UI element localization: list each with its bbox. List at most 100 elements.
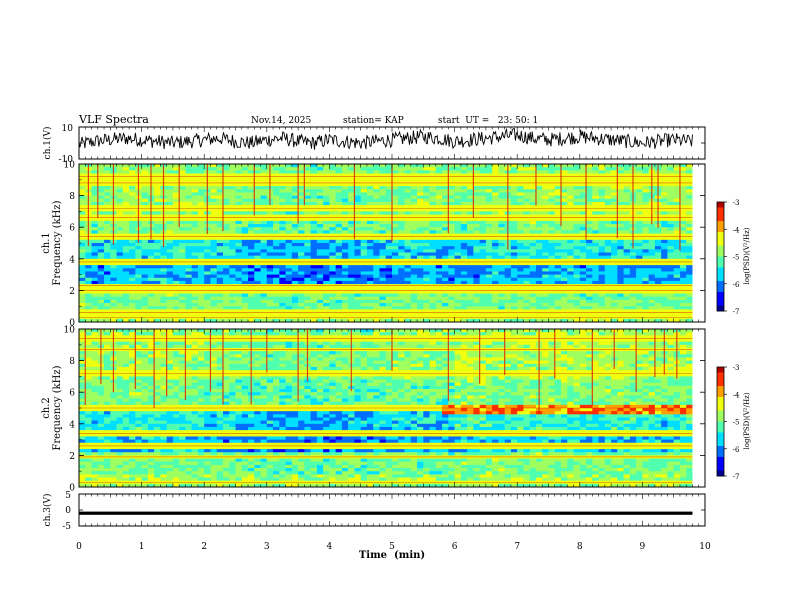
spectrogram-cell: [179, 233, 186, 238]
spectrogram-cell: [392, 233, 399, 238]
spectrogram-cell: [273, 164, 280, 168]
spectrogram-cell: [554, 176, 562, 181]
spectrogram-cell: [185, 261, 193, 266]
spectrogram-cell: [204, 296, 211, 301]
spectrogram-cell: [172, 299, 180, 304]
spectrogram-cell: [611, 192, 618, 196]
spectrogram-cell: [366, 205, 374, 209]
spectrogram-cell: [598, 214, 606, 219]
spectrogram-cell: [85, 280, 92, 285]
spectrogram-cell: [166, 198, 174, 203]
spectrogram-cell: [216, 192, 224, 196]
spectrogram-cell: [673, 220, 681, 225]
spectrogram-cell: [385, 318, 393, 323]
spectrogram-cell: [298, 280, 305, 285]
spectrogram-cell: [216, 167, 224, 171]
spectrogram-cell: [216, 243, 224, 247]
spectrogram-cell: [166, 312, 174, 317]
spectrogram-cell: [648, 318, 656, 323]
spectrogram-cell: [266, 255, 274, 260]
spectrogram-cell: [116, 258, 124, 263]
spectrogram-cell: [166, 318, 174, 323]
spectrogram-cell: [617, 309, 625, 313]
spectrogram-cell: [435, 217, 443, 222]
spectrogram-cell: [479, 287, 487, 291]
spectrogram-cell: [373, 258, 380, 263]
spectrogram-cell: [210, 198, 218, 203]
spectrogram-cell: [291, 290, 299, 294]
spectrogram-cell: [348, 277, 355, 282]
spectrogram-cell: [116, 164, 124, 168]
spectrogram-cell: [360, 176, 368, 181]
spectrogram-cell: [222, 258, 230, 263]
spectrogram-cell: [129, 293, 136, 298]
spectrogram-cell: [598, 205, 606, 209]
spectrogram-cell: [348, 261, 355, 266]
spectrogram-cell: [310, 252, 318, 257]
spectrogram-cell: [404, 249, 412, 253]
spectrogram-cell: [329, 189, 337, 193]
spectrogram-cell: [654, 293, 662, 298]
spectrogram-cell: [110, 252, 117, 257]
spectrogram-cell: [248, 271, 255, 275]
spectrogram-cell: [279, 227, 286, 231]
spectrogram-cell: [197, 255, 205, 260]
spectrogram-cell: [316, 192, 324, 196]
spectrogram-cell: [510, 201, 518, 206]
spectrogram-cell: [97, 280, 105, 285]
spectrogram-cell: [648, 274, 656, 279]
spectrogram-cell: [179, 208, 186, 212]
spectrogram-cell: [623, 290, 631, 294]
spectrogram-cell: [129, 167, 136, 171]
spectrogram-cell: [410, 280, 418, 285]
spectrogram-cell: [129, 255, 136, 260]
spectrogram-cell: [410, 293, 418, 298]
spectrogram-cell: [598, 186, 606, 190]
spectrogram-cell: [404, 189, 412, 193]
spectrogram-cell: [423, 280, 430, 285]
spectrogram-cell: [454, 189, 462, 193]
spectrogram-cell: [523, 249, 531, 253]
spectrogram-cell: [241, 198, 249, 203]
spectrogram-cell: [222, 164, 230, 168]
spectrogram-cell: [316, 271, 324, 275]
spectrogram-cell: [611, 176, 618, 181]
spectrogram-cell: [542, 173, 549, 178]
spectrogram-cell: [598, 195, 606, 200]
spectrogram-cell: [366, 220, 374, 225]
spectrogram-cell: [116, 170, 124, 174]
spectrogram-cell: [122, 296, 130, 301]
spectrogram-cell: [191, 236, 199, 241]
spectrogram-cell: [523, 236, 531, 241]
spectrogram-cell: [423, 217, 430, 222]
spectrogram-cell: [517, 208, 524, 212]
spectrogram-cell: [254, 192, 261, 196]
spectrogram-cell: [285, 265, 293, 269]
spectrogram-cell: [598, 290, 606, 294]
spectrogram-cell: [523, 233, 531, 238]
spectrogram-cell: [172, 214, 180, 219]
spectrogram-cell: [554, 233, 562, 238]
spectrogram-cell: [85, 261, 92, 266]
spectrogram-cell: [398, 167, 405, 171]
spectrogram-cell: [623, 195, 631, 200]
spectrogram-cell: [191, 239, 199, 244]
spectrogram-cell: [341, 220, 349, 225]
spectrogram-cell: [573, 299, 581, 304]
spectrogram-cell: [348, 192, 355, 196]
spectrogram-cell: [304, 274, 312, 279]
spectrogram-cell: [166, 271, 174, 275]
spectrogram-cell: [492, 230, 499, 234]
spectrogram-cell: [579, 208, 587, 212]
spectrogram-cell: [623, 258, 631, 263]
spectrogram-cell: [160, 290, 168, 294]
spectrogram-cell: [648, 287, 656, 291]
spectrogram-cell: [135, 255, 142, 260]
spectrogram-cell: [654, 233, 662, 238]
spectrogram-cell: [611, 303, 618, 307]
spectrogram-cell: [467, 277, 474, 282]
spectrogram-cell: [611, 186, 618, 190]
spectrogram-cell: [561, 318, 568, 323]
spectrogram-cell: [404, 224, 412, 228]
spectrogram-cell: [423, 312, 430, 317]
